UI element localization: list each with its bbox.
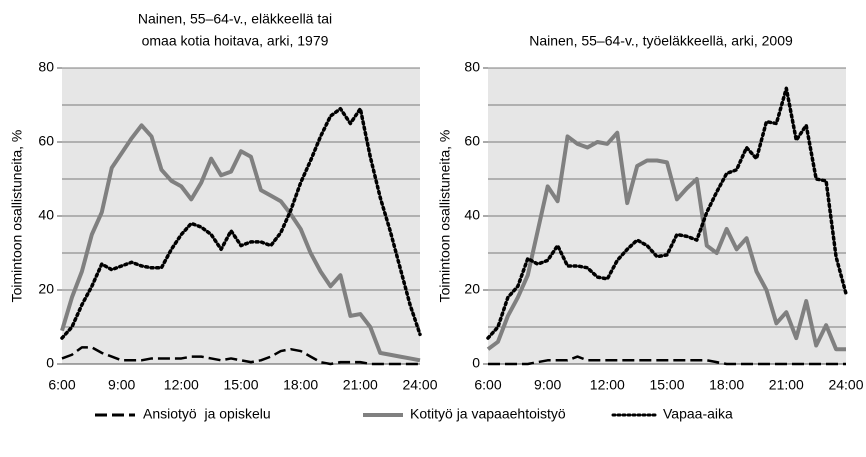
x-tick-label: 9:00 [108, 377, 135, 393]
legend-label: Kotityö ja vapaaehtoistyö [410, 406, 566, 422]
x-tick-label: 6:00 [48, 377, 75, 393]
x-tick-label: 6:00 [474, 377, 501, 393]
x-tick-label: 18:00 [283, 377, 318, 393]
chart-title: omaa kotia hoitava, arki, 1979 [142, 33, 329, 49]
y-tick-label: 80 [38, 59, 54, 75]
y-tick-label: 20 [38, 281, 54, 297]
x-tick-label: 12:00 [590, 377, 625, 393]
x-tick-label: 24:00 [402, 377, 437, 393]
x-tick-label: 21:00 [343, 377, 378, 393]
x-tick-label: 21:00 [769, 377, 804, 393]
series-line [60, 123, 421, 363]
legend-label: Ansiotyö ja opiskelu [143, 406, 271, 422]
y-tick-label: 0 [46, 355, 54, 371]
legend: Ansiotyö ja opiskelu Kotityö ja vapaaeht… [95, 406, 733, 422]
y-axis-label: Toimintoon osallistuneita, % [9, 130, 25, 303]
chart-title: Nainen, 55–64-v., eläkkeellä tai [138, 11, 332, 27]
y-tick-label: 60 [38, 133, 54, 149]
x-tick-label: 12:00 [164, 377, 199, 393]
legend-label: Vapaa-aika [663, 406, 733, 422]
y-tick-label: 0 [472, 355, 480, 371]
x-tick-label: 9:00 [534, 377, 561, 393]
series-line [486, 86, 848, 340]
series-line [486, 130, 846, 352]
series-line [60, 106, 422, 340]
x-tick-label: 15:00 [223, 377, 258, 393]
y-axis-label: Toimintoon osallistuneita, % [437, 130, 453, 303]
x-tick-label: 18:00 [709, 377, 744, 393]
y-tick-label: 40 [464, 207, 480, 223]
chart-title: Nainen, 55–64-v., työeläkkeellä, arki, 2… [529, 33, 793, 49]
y-tick-label: 20 [464, 281, 480, 297]
series-line [488, 355, 846, 366]
x-tick-label: 24:00 [828, 377, 863, 393]
series-line [61, 346, 420, 366]
y-tick-label: 80 [464, 59, 480, 75]
y-tick-label: 60 [464, 133, 480, 149]
x-tick-label: 15:00 [649, 377, 684, 393]
y-tick-label: 40 [38, 207, 54, 223]
